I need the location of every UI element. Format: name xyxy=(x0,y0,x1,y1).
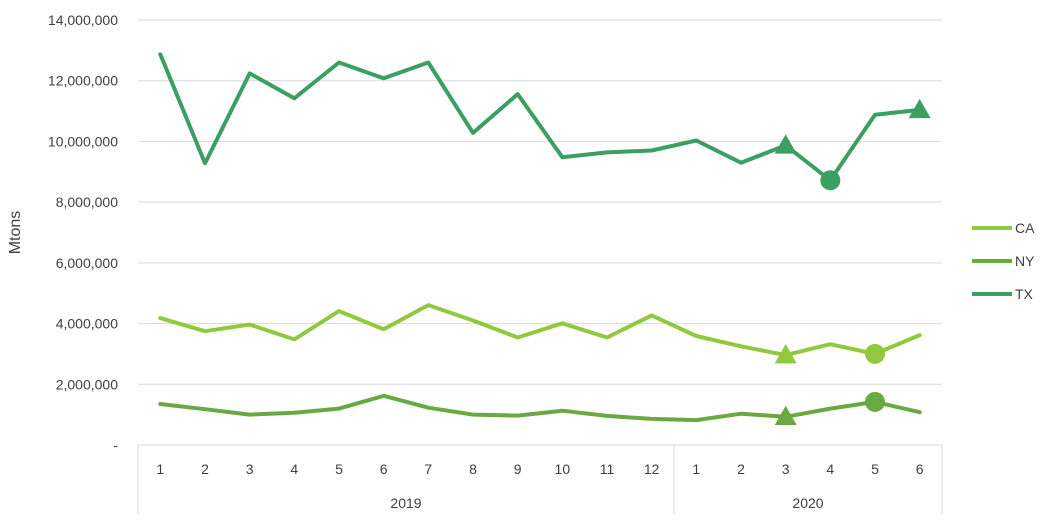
x-tick-label: 1 xyxy=(692,461,700,477)
x-tick-label: 3 xyxy=(246,461,254,477)
x-tick-label: 4 xyxy=(290,461,298,477)
y-tick-label: 4,000,000 xyxy=(56,316,118,332)
x-tick-label: 6 xyxy=(380,461,388,477)
series-line-ny xyxy=(158,393,922,423)
y-tick-label: 8,000,000 xyxy=(56,194,118,210)
x-tick-label: 12 xyxy=(644,461,660,477)
x-tick-label: 5 xyxy=(871,461,879,477)
y-axis-tick-labels: - 2,000,000 4,000,000 6,000,000 8,000,000 10,… xyxy=(48,12,118,453)
y-tick-label: 14,000,000 xyxy=(48,12,118,28)
marker-triangle-ca xyxy=(774,344,797,364)
x-tick-label: 7 xyxy=(424,461,432,477)
x-tick-label: 5 xyxy=(335,461,343,477)
x-group-label: 2020 xyxy=(792,495,823,511)
legend-label-tx: TX xyxy=(1015,286,1034,302)
marker-triangle-tx xyxy=(908,98,931,119)
x-tick-label: 11 xyxy=(600,461,615,477)
series-lines xyxy=(158,52,922,423)
x-tick-label: 2 xyxy=(201,461,209,477)
legend-label-ca: CA xyxy=(1015,220,1035,236)
series-markers xyxy=(774,98,931,426)
y-tick-label: 6,000,000 xyxy=(56,255,118,271)
x-tick-label: 3 xyxy=(782,461,790,477)
y-tick-label: 2,000,000 xyxy=(56,376,118,392)
legend-label-ny: NY xyxy=(1015,253,1035,269)
y-tick-label: 10,000,000 xyxy=(48,133,118,149)
y-axis-label: Mtons xyxy=(7,211,24,255)
x-tick-label: 2 xyxy=(737,461,745,477)
marker-triangle-ny xyxy=(774,405,797,426)
x-tick-label: 10 xyxy=(555,461,571,477)
x-tick-label: 6 xyxy=(916,461,924,477)
series-line-tx xyxy=(158,52,922,183)
marker-circle-tx xyxy=(820,170,841,191)
y-tick-label: 12,000,000 xyxy=(48,73,118,89)
series-line-ca xyxy=(158,303,922,358)
y-tick-label: - xyxy=(113,437,118,453)
marker-triangle-tx xyxy=(774,134,797,154)
x-tick-label: 1 xyxy=(156,461,164,477)
legend: CA NY TX xyxy=(972,220,1035,302)
gridlines xyxy=(138,19,942,385)
marker-circle-ny xyxy=(865,391,885,412)
x-tick-label: 9 xyxy=(514,461,522,477)
x-group-label: 2019 xyxy=(390,495,421,511)
x-tick-label: 4 xyxy=(826,461,834,477)
marker-circle-ca xyxy=(865,343,885,364)
x-tick-label: 8 xyxy=(469,461,477,477)
